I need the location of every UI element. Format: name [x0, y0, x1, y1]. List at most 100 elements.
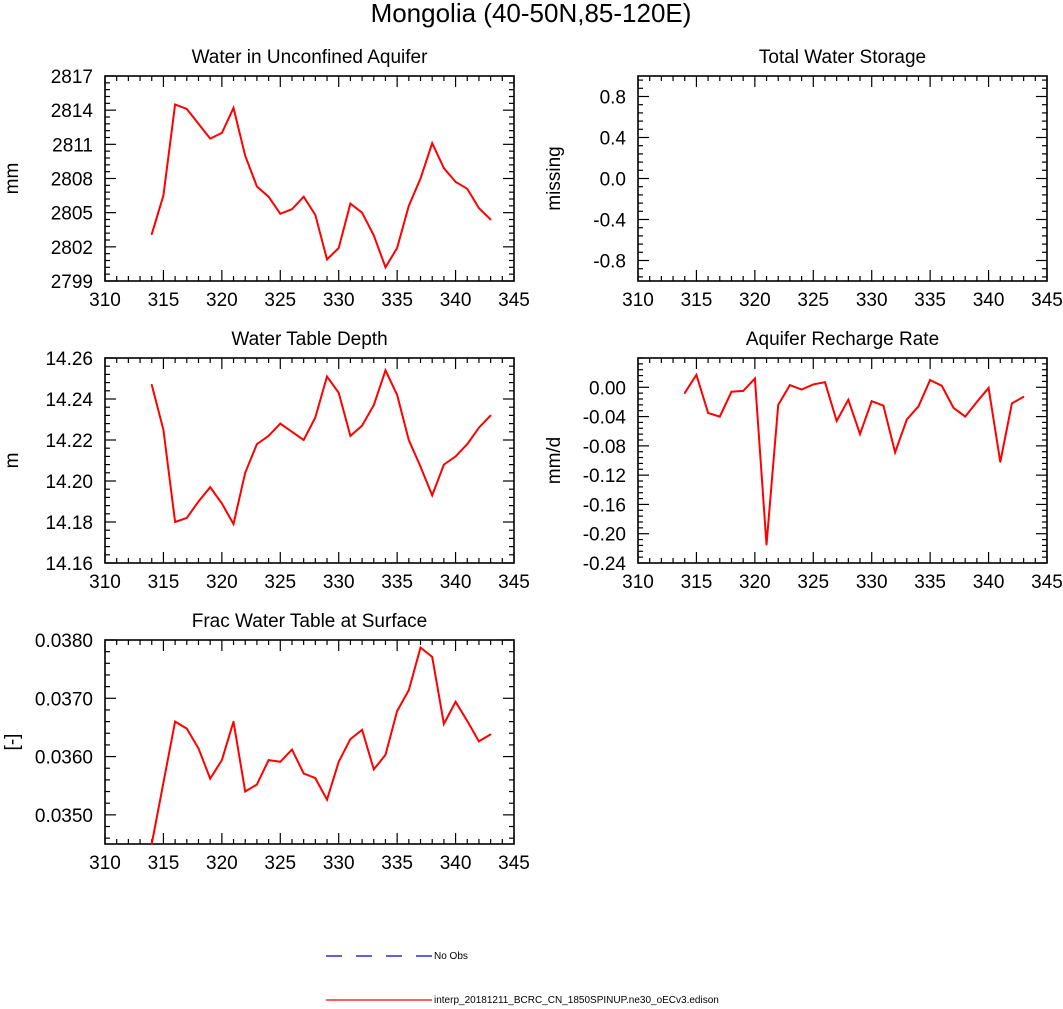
- y-tick-label: 2811: [52, 135, 93, 156]
- data-point: [396, 394, 398, 396]
- data-point: [221, 132, 223, 134]
- series-line: [150, 103, 492, 270]
- data-point: [267, 195, 270, 198]
- x-tick-label: 315: [148, 572, 180, 593]
- x-tick-label: 310: [89, 290, 121, 311]
- data-point: [372, 234, 375, 237]
- data-point: [209, 486, 211, 488]
- data-point: [489, 733, 492, 736]
- data-point: [478, 207, 480, 209]
- data-point: [291, 748, 293, 751]
- data-point: [244, 154, 247, 157]
- x-tick-label: 335: [381, 290, 413, 311]
- data-point: [1011, 402, 1013, 405]
- data-point: [197, 123, 200, 125]
- data-point: [707, 412, 709, 414]
- data-point: [244, 472, 247, 474]
- data-point: [372, 404, 375, 406]
- data-point: [372, 768, 375, 771]
- y-tick-label: 0.00: [589, 378, 626, 399]
- x-tick-label: 325: [264, 853, 296, 874]
- x-tick-label: 310: [622, 572, 654, 593]
- x-tick-label: 325: [797, 572, 829, 593]
- y-tick-label: 0.8: [600, 88, 626, 109]
- plot-frame: [104, 357, 515, 564]
- data-point: [221, 502, 223, 505]
- x-tick-label: 345: [498, 290, 530, 311]
- x-tick-label: 315: [148, 290, 180, 311]
- data-point: [847, 398, 850, 401]
- data-point: [186, 108, 188, 110]
- data-point: [256, 443, 258, 445]
- data-point: [337, 392, 340, 394]
- y-tick-label: -0.12: [583, 466, 626, 487]
- data-point: [929, 379, 931, 381]
- y-tick-label: -0.08: [583, 437, 626, 458]
- x-tick-label: 340: [440, 572, 472, 593]
- y-tick-label: 0.4: [600, 129, 627, 150]
- data-point: [361, 728, 363, 731]
- data-point: [209, 777, 211, 780]
- data-point: [754, 377, 756, 380]
- y-tick-label: 14.26: [45, 349, 93, 370]
- data-point: [952, 406, 955, 409]
- data-point: [221, 759, 223, 761]
- data-point: [882, 404, 885, 407]
- x-tick-label: 335: [914, 572, 946, 593]
- data-point: [314, 777, 317, 779]
- data-point: [443, 723, 445, 725]
- data-point: [384, 266, 387, 269]
- plot-frame: [104, 639, 515, 845]
- y-tick-label: -0.24: [583, 554, 627, 575]
- data-point: [408, 439, 410, 441]
- x-tick-label: 330: [323, 853, 355, 874]
- data-point: [419, 177, 422, 180]
- data-point: [454, 455, 457, 458]
- x-tick-label: 340: [440, 853, 472, 874]
- y-tick-label: 0.0370: [35, 689, 93, 710]
- data-point: [695, 374, 698, 376]
- plot-frame: [637, 357, 1048, 564]
- data-point: [267, 435, 270, 437]
- panel-title: Aquifer Recharge Rate: [746, 329, 939, 350]
- data-point: [765, 543, 768, 546]
- x-tick-label: 340: [973, 572, 1005, 593]
- y-tick-label: -0.8: [593, 252, 626, 273]
- y-tick-label: 0.0350: [35, 806, 93, 827]
- data-point: [454, 181, 457, 183]
- data-point: [244, 790, 247, 793]
- x-tick-label: 335: [381, 853, 413, 874]
- x-tick-label: 345: [1031, 290, 1063, 311]
- data-point: [917, 405, 920, 408]
- legend: No Obs interp_20181211_BCRC_CN_1850SPINU…: [326, 951, 719, 1006]
- x-tick-label: 330: [856, 572, 888, 593]
- data-point: [349, 738, 352, 740]
- y-axis-label: m: [2, 453, 23, 469]
- data-point: [478, 426, 480, 429]
- y-tick-label: 2799: [51, 272, 93, 293]
- y-tick-label: 14.20: [45, 472, 93, 493]
- x-tick-label: 315: [148, 853, 180, 874]
- x-tick-label: 320: [206, 572, 238, 593]
- data-point: [186, 517, 188, 519]
- panel-3: Water Table Depth 310 315 320 325 330 335 340 34…: [2, 329, 530, 593]
- y-axis-label: mm/d: [544, 437, 565, 485]
- data-point: [186, 727, 188, 730]
- data-point: [987, 387, 990, 389]
- y-tick-label: -0.04: [583, 408, 627, 429]
- data-point: [396, 710, 398, 712]
- panels: Water in Unconfined Aquifer 310 315 320 325 3…: [2, 47, 1063, 874]
- data-point: [197, 500, 200, 503]
- y-axis-label: missing: [544, 146, 565, 210]
- data-point: [999, 461, 1002, 463]
- data-point: [941, 385, 943, 387]
- y-tick-label: 0.0: [600, 170, 626, 191]
- data-point: [150, 843, 153, 845]
- data-point: [302, 772, 305, 775]
- data-point: [443, 463, 445, 466]
- series-line: [683, 372, 1025, 545]
- data-point: [267, 759, 270, 761]
- x-tick-label: 330: [323, 572, 355, 593]
- y-tick-label: 14.18: [45, 513, 93, 534]
- data-point: [174, 103, 176, 106]
